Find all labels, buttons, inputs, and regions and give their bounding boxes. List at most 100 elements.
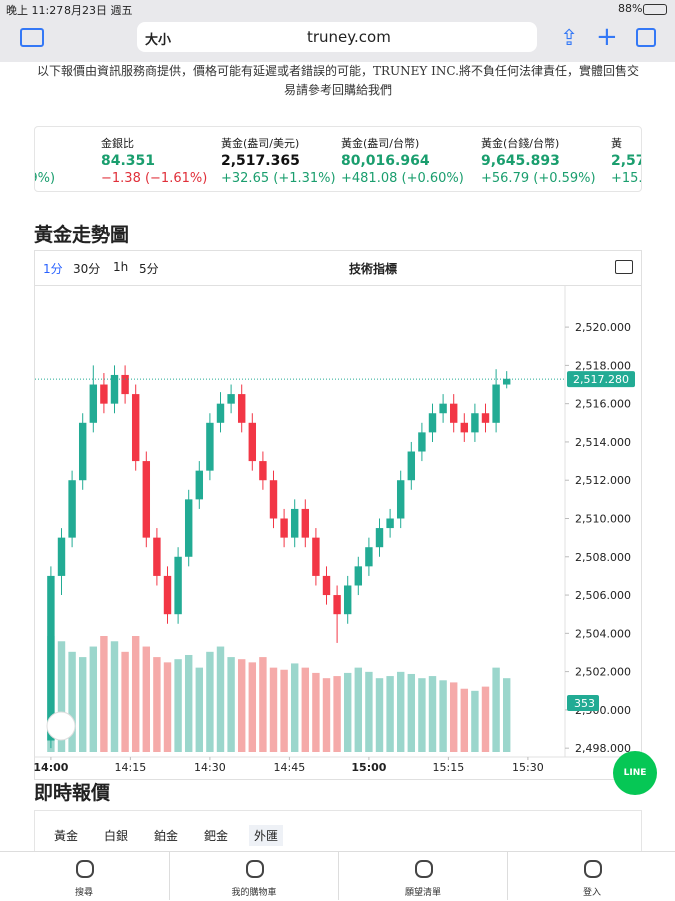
volume-bar xyxy=(174,659,182,752)
nav-item[interactable]: 搜尋 xyxy=(0,852,168,900)
candle-body xyxy=(301,508,310,538)
volume-bar xyxy=(184,654,193,752)
last-price-label: 2,517.280 xyxy=(573,373,629,386)
volume-badge xyxy=(567,695,599,711)
y-tick-label: 2,514.000 xyxy=(575,436,631,449)
volume-bar xyxy=(301,667,310,752)
y-tick-label: 2,504.000 xyxy=(575,627,631,640)
candle-body xyxy=(269,480,278,519)
interval-button[interactable]: 30分 xyxy=(73,262,101,276)
candle-body xyxy=(428,413,437,433)
candle-body xyxy=(184,499,193,557)
status-time: 晚上 11:27 xyxy=(6,4,64,17)
interval-button[interactable]: 5分 xyxy=(139,262,159,276)
candle-body xyxy=(396,480,405,519)
ticker-name: 黃 xyxy=(611,137,622,150)
snapshot-button[interactable] xyxy=(615,260,633,274)
address-bar[interactable]: 大小 truney.com xyxy=(137,22,537,52)
battery-icon xyxy=(643,4,667,15)
volume-bar xyxy=(322,678,331,752)
ticker-change: +15.1 xyxy=(611,171,641,186)
status-date: 8月23日 週五 xyxy=(64,4,133,17)
candle-body xyxy=(57,537,66,576)
volume-bar xyxy=(153,657,161,752)
candle-body xyxy=(375,528,384,548)
candle-body xyxy=(100,384,108,404)
nav-item[interactable]: 我的購物車 xyxy=(169,852,338,900)
quote-tab[interactable]: 外匯 xyxy=(249,825,284,846)
text-size[interactable]: 大小 xyxy=(145,33,172,48)
candle-body xyxy=(78,422,87,481)
y-tick-label: 2,520.000 xyxy=(575,321,631,334)
interval-button[interactable]: 1分 xyxy=(43,262,63,276)
tv-logo xyxy=(46,711,76,741)
candle-body xyxy=(439,403,447,414)
candle-body xyxy=(259,461,267,481)
volume-bar xyxy=(227,657,235,752)
y-tick-label: 2,518.000 xyxy=(575,359,631,372)
ticker-name: 黃金(盎司/台幣) xyxy=(341,137,420,150)
candle-body xyxy=(481,413,490,423)
volume-bar xyxy=(110,641,119,752)
nav-item[interactable]: 登入 xyxy=(507,852,675,900)
share-button[interactable]: ⇪ xyxy=(560,26,579,51)
x-tick-label: 14:30 xyxy=(194,761,226,774)
x-tick-label: 15:00 xyxy=(351,761,386,774)
candle-body xyxy=(206,422,214,471)
candle-body xyxy=(174,556,182,615)
nav-item[interactable]: 願望清單 xyxy=(338,852,507,900)
nav-icon xyxy=(76,860,94,878)
ticker-price: 84.351 xyxy=(101,153,156,169)
candle-body xyxy=(407,451,416,481)
volume-bar xyxy=(206,651,214,752)
candle-body xyxy=(68,480,76,538)
candle-body xyxy=(121,374,129,395)
tabs-button[interactable] xyxy=(636,28,656,47)
ticker-change: +481.08 (+0.60%) xyxy=(341,171,464,186)
volume-bar xyxy=(343,672,352,752)
line-button[interactable]: LINE xyxy=(613,751,657,795)
volume-bar xyxy=(418,678,426,752)
ticker-price: 9,645.893 xyxy=(481,153,560,169)
ticker-name: 金銀比 xyxy=(101,137,134,150)
new-tab-button[interactable]: + xyxy=(596,22,618,52)
y-tick-label: 2,508.000 xyxy=(575,551,631,564)
ticker-price: 2,57 xyxy=(611,153,641,169)
volume-bar xyxy=(163,662,172,752)
disclaimer: 以下報價由資訊服務商提供，價格可能有延遲或者錯誤的可能，TRUNEY INC.將… xyxy=(37,64,639,97)
candle-body xyxy=(386,518,394,529)
x-tick-label: 14:45 xyxy=(274,761,306,774)
x-tick-label: 15:30 xyxy=(512,761,544,774)
candle-body xyxy=(216,403,225,423)
candle-body xyxy=(227,394,235,404)
quote-title: 即時報價 xyxy=(34,782,111,804)
candle-body xyxy=(280,518,288,538)
sidebar-button[interactable] xyxy=(20,28,44,47)
volume-bar xyxy=(68,651,76,752)
last-price-badge xyxy=(567,371,635,388)
quote-tab[interactable]: 鉑金 xyxy=(154,829,179,843)
y-tick-label: 2,510.000 xyxy=(575,513,631,526)
ticker-name: 黃金(盎司/美元) xyxy=(221,137,300,150)
volume-bar xyxy=(131,636,140,752)
url: truney.com xyxy=(307,28,391,46)
volume-bar xyxy=(481,686,490,752)
candle-body xyxy=(471,413,479,433)
volume-bar xyxy=(471,690,479,752)
x-tick-label: 14:00 xyxy=(33,761,68,774)
indicators-button[interactable]: 技術指標 xyxy=(349,262,398,276)
candle-body xyxy=(322,575,331,596)
candle-body xyxy=(290,508,299,538)
candle-body xyxy=(131,394,140,462)
y-tick-label: 2,516.000 xyxy=(575,398,631,411)
candle-body xyxy=(354,566,363,586)
volume-bar xyxy=(492,667,500,752)
volume-bar xyxy=(78,657,87,752)
quote-tab[interactable]: 白銀 xyxy=(104,829,129,843)
quote-tab[interactable]: 黃金 xyxy=(54,829,79,843)
ticker-price: 80,016.964 xyxy=(341,153,430,169)
interval-button[interactable]: 1h xyxy=(113,260,129,274)
candle-body xyxy=(449,403,458,423)
quote-tab[interactable]: 鈀金 xyxy=(204,829,229,843)
